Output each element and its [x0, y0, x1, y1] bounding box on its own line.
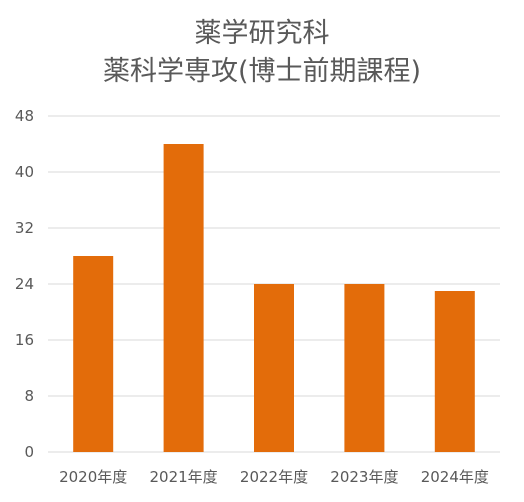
bar — [434, 291, 475, 452]
x-category-label: 2022年度 — [240, 468, 308, 486]
x-category-label: 2024年度 — [421, 468, 489, 486]
x-category-label: 2021年度 — [150, 468, 218, 486]
bar — [73, 256, 114, 452]
y-tick-label: 0 — [24, 443, 34, 461]
y-tick-label: 40 — [15, 163, 34, 181]
y-tick-label: 48 — [15, 107, 34, 125]
y-tick-label: 8 — [24, 387, 34, 405]
x-category-label: 2020年度 — [59, 468, 127, 486]
chart-title-line-2: 薬科学専攻(博士前期課程) — [102, 56, 422, 87]
bar — [254, 284, 294, 452]
bar — [163, 144, 204, 452]
x-category-label: 2023年度 — [330, 468, 398, 486]
y-tick-label: 16 — [15, 331, 34, 349]
bar — [344, 284, 385, 452]
chart-title-line-1: 薬学研究科 — [194, 18, 330, 49]
y-tick-label: 32 — [15, 219, 34, 237]
y-tick-label: 24 — [15, 275, 34, 293]
